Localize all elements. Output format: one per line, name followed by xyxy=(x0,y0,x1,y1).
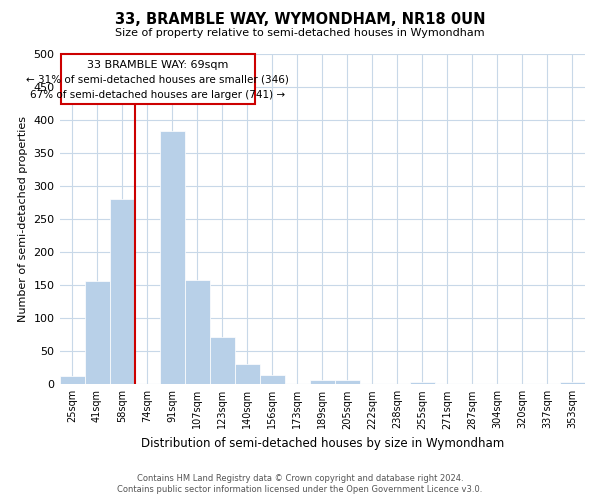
Bar xyxy=(235,364,260,384)
Bar xyxy=(335,380,360,384)
Bar xyxy=(160,130,185,384)
Y-axis label: Number of semi-detached properties: Number of semi-detached properties xyxy=(18,116,28,322)
Bar xyxy=(61,54,255,104)
Text: ← 31% of semi-detached houses are smaller (346): ← 31% of semi-detached houses are smalle… xyxy=(26,75,289,85)
Text: 33 BRAMBLE WAY: 69sqm: 33 BRAMBLE WAY: 69sqm xyxy=(87,60,229,70)
Bar xyxy=(310,380,335,384)
X-axis label: Distribution of semi-detached houses by size in Wymondham: Distribution of semi-detached houses by … xyxy=(140,437,504,450)
Text: 33, BRAMBLE WAY, WYMONDHAM, NR18 0UN: 33, BRAMBLE WAY, WYMONDHAM, NR18 0UN xyxy=(115,12,485,28)
Text: 67% of semi-detached houses are larger (741) →: 67% of semi-detached houses are larger (… xyxy=(30,90,286,100)
Bar xyxy=(59,376,85,384)
Text: Contains HM Land Registry data © Crown copyright and database right 2024.
Contai: Contains HM Land Registry data © Crown c… xyxy=(118,474,482,494)
Bar xyxy=(85,280,110,384)
Bar xyxy=(560,382,585,384)
Text: Size of property relative to semi-detached houses in Wymondham: Size of property relative to semi-detach… xyxy=(115,28,485,38)
Bar xyxy=(260,375,285,384)
Bar xyxy=(410,382,435,384)
Bar xyxy=(185,280,209,384)
Bar xyxy=(209,338,235,384)
Bar xyxy=(110,198,134,384)
